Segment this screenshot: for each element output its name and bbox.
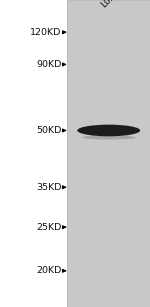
Text: 35KD: 35KD bbox=[36, 183, 62, 192]
Ellipse shape bbox=[77, 125, 140, 136]
Text: 90KD: 90KD bbox=[36, 60, 62, 69]
Text: 50KD: 50KD bbox=[36, 126, 62, 135]
Text: L02: L02 bbox=[99, 0, 117, 9]
Text: 120KD: 120KD bbox=[30, 28, 62, 37]
Bar bbox=[67, 0, 150, 307]
Text: 20KD: 20KD bbox=[36, 266, 62, 275]
Text: 25KD: 25KD bbox=[36, 223, 62, 232]
Ellipse shape bbox=[82, 135, 136, 139]
